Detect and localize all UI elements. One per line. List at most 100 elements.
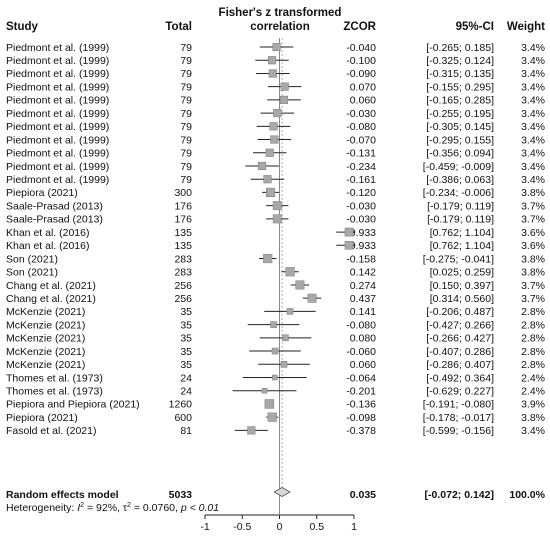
row-zcor: -0.090 bbox=[346, 68, 376, 80]
row-ci: [-0.356; 0.094] bbox=[426, 148, 494, 160]
row-total: 79 bbox=[180, 161, 192, 173]
row-total: 35 bbox=[180, 319, 192, 331]
row-ci: [-0.255; 0.195] bbox=[426, 108, 494, 120]
row-total: 79 bbox=[180, 68, 192, 80]
row-weight: 3.6% bbox=[521, 240, 545, 252]
row-zcor: 0.060 bbox=[350, 95, 376, 107]
row-weight: 3.4% bbox=[521, 148, 545, 160]
row-weight: 3.4% bbox=[521, 95, 545, 107]
row-total: 256 bbox=[174, 293, 192, 305]
row-zcor: -0.120 bbox=[346, 187, 376, 199]
study-square bbox=[269, 122, 278, 131]
row-study: Thomes et al. (1973) bbox=[6, 386, 103, 398]
row-study: Khan et al. (2016) bbox=[6, 227, 89, 239]
study-square bbox=[270, 321, 277, 328]
row-weight: 3.8% bbox=[521, 412, 545, 424]
row-weight: 3.4% bbox=[521, 121, 545, 133]
summary-zcor: 0.035 bbox=[350, 489, 376, 501]
row-ci: [-0.191; -0.080] bbox=[423, 399, 494, 411]
row-zcor: -0.201 bbox=[346, 386, 376, 398]
study-square bbox=[273, 109, 282, 118]
row-study: Piedmont et al. (1999) bbox=[6, 174, 109, 186]
row-weight: 3.7% bbox=[521, 293, 545, 305]
row-zcor: -0.030 bbox=[346, 200, 376, 212]
x-tick-label: 0.5 bbox=[309, 521, 324, 533]
row-weight: 2.8% bbox=[521, 319, 545, 331]
summary-label: Random effects model bbox=[6, 489, 119, 501]
row-weight: 2.8% bbox=[521, 359, 545, 371]
row-ci: [-0.599; -0.156] bbox=[423, 425, 494, 437]
row-study: McKenzie (2021) bbox=[6, 333, 85, 345]
study-square bbox=[280, 361, 288, 368]
row-ci: [0.762; 1.104] bbox=[430, 240, 494, 252]
row-ci: [0.150; 0.397] bbox=[430, 280, 494, 292]
summary-row: Random effects model 5033 0.035 [-0.072;… bbox=[6, 489, 546, 501]
row-ci: [-0.179; 0.119] bbox=[427, 200, 494, 212]
study-square bbox=[258, 161, 267, 171]
het-tau2-symbol: τ bbox=[123, 502, 128, 514]
row-study: McKenzie (2021) bbox=[6, 346, 85, 358]
row-study: Son (2021) bbox=[6, 253, 58, 265]
summary-ci: [-0.072; 0.142] bbox=[425, 489, 494, 501]
het-i2-exp: 2 bbox=[80, 502, 84, 509]
row-total: 79 bbox=[180, 174, 192, 186]
row-total: 79 bbox=[180, 108, 192, 120]
row-total: 79 bbox=[180, 55, 192, 67]
study-square bbox=[268, 56, 277, 65]
summary-total: 5033 bbox=[169, 489, 193, 501]
row-study: Piepiora (2021) bbox=[6, 412, 78, 424]
row-study: Khan et al. (2016) bbox=[6, 240, 89, 252]
study-square bbox=[280, 82, 289, 91]
row-study: Thomes et al. (1973) bbox=[6, 372, 103, 384]
row-zcor: 0.080 bbox=[350, 333, 376, 345]
row-weight: 3.6% bbox=[521, 227, 545, 239]
row-study: Piedmont et al. (1999) bbox=[6, 95, 109, 107]
study-square bbox=[271, 347, 279, 355]
x-tick-label: -1 bbox=[200, 521, 209, 533]
study-square bbox=[285, 267, 295, 277]
row-weight: 3.4% bbox=[521, 81, 545, 93]
row-zcor: -0.378 bbox=[346, 425, 376, 437]
row-zcor: -0.080 bbox=[346, 121, 376, 133]
row-study: Chang et al. (2021) bbox=[6, 293, 96, 305]
row-study: Piedmont et al. (1999) bbox=[6, 134, 109, 146]
study-square bbox=[263, 253, 273, 264]
study-square bbox=[344, 227, 354, 237]
study-square bbox=[344, 240, 354, 250]
row-zcor: -0.161 bbox=[346, 174, 376, 186]
row-zcor: -0.098 bbox=[346, 412, 376, 424]
het-i2-value: = 92%, bbox=[84, 502, 123, 514]
row-zcor: -0.030 bbox=[346, 214, 376, 226]
header-ci: 95%-CI bbox=[456, 21, 494, 33]
row-weight: 2.4% bbox=[521, 386, 545, 398]
row-weight: 3.4% bbox=[521, 134, 545, 146]
row-zcor: 0.437 bbox=[350, 293, 376, 305]
row-study: Piedmont et al. (1999) bbox=[6, 68, 109, 80]
row-study: Piedmont et al. (1999) bbox=[6, 161, 109, 173]
row-ci: [-0.492; 0.364] bbox=[426, 372, 494, 384]
row-ci: [-0.427; 0.266] bbox=[426, 319, 494, 331]
row-total: 35 bbox=[180, 333, 192, 345]
row-total: 135 bbox=[174, 240, 192, 252]
row-study: Piepiora (2021) bbox=[6, 187, 78, 199]
row-study: Piedmont et al. (1999) bbox=[6, 42, 109, 54]
study-square bbox=[271, 374, 278, 381]
row-zcor: 0.142 bbox=[350, 267, 376, 279]
row-ci: [-0.459; -0.009] bbox=[423, 161, 494, 173]
row-weight: 3.7% bbox=[521, 280, 545, 292]
row-weight: 2.8% bbox=[521, 306, 545, 318]
study-square bbox=[279, 95, 289, 104]
row-total: 79 bbox=[180, 134, 192, 146]
row-ci: [-0.266; 0.427] bbox=[426, 333, 494, 345]
heterogeneity-text: Heterogeneity: I2 = 92%, τ2 = 0.0760, p … bbox=[6, 502, 219, 514]
study-square bbox=[270, 135, 279, 144]
row-study: Piedmont et al. (1999) bbox=[6, 121, 109, 133]
row-ci: [-0.315; 0.135] bbox=[426, 68, 494, 80]
row-study: Piedmont et al. (1999) bbox=[6, 55, 109, 67]
study-square bbox=[295, 280, 305, 290]
het-p-value: p < 0.01 bbox=[180, 502, 219, 514]
row-study: McKenzie (2021) bbox=[6, 306, 85, 318]
study-square bbox=[307, 293, 317, 303]
row-study: Piepiora and Piepiora (2021) bbox=[6, 399, 140, 411]
